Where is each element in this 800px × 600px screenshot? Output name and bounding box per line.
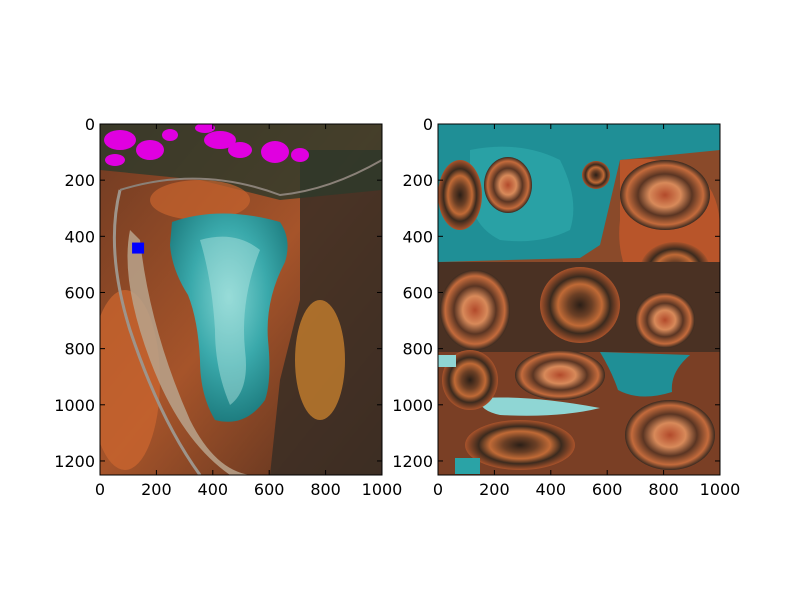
left-x-tick-label: 0 (95, 480, 105, 499)
left-x-tick-label: 600 (254, 480, 285, 499)
left-x-tick-label: 1000 (362, 480, 403, 499)
right-x-tick-label: 1000 (700, 480, 741, 499)
left-lake (170, 213, 288, 422)
magenta-cluster (261, 141, 289, 163)
right-x-tick-label: 200 (479, 480, 510, 499)
right-swirl (484, 157, 532, 213)
left-road (112, 189, 202, 475)
magenta-highlights (104, 124, 309, 166)
right-teal-lower (600, 352, 690, 397)
right-swirl (465, 420, 575, 470)
left-orange-foliage (150, 180, 250, 220)
right-x-tick-label: 800 (648, 480, 679, 499)
magenta-cluster (204, 131, 236, 149)
right-swirl (635, 292, 695, 348)
magenta-cluster (105, 154, 125, 166)
right-x-tick-label: 400 (536, 480, 567, 499)
right-swirl (438, 160, 482, 230)
right-y-tick-label: 1200 (392, 452, 433, 471)
right-x-tick-label: 0 (433, 480, 443, 499)
left-y-tick-label: 1200 (54, 452, 95, 471)
right-swirl (582, 161, 610, 189)
left-x-tick-label: 200 (141, 480, 172, 499)
right-y-tick-label: 800 (402, 340, 433, 359)
left-orange-foliage (295, 300, 345, 420)
right-image-panel (438, 124, 720, 475)
right-teal-small (455, 458, 480, 474)
right-swirl (620, 160, 710, 230)
right-swirl (440, 270, 510, 350)
left-y-tick-label: 600 (64, 283, 95, 302)
left-road-top (119, 159, 382, 197)
right-y-tick-label: 1000 (392, 396, 433, 415)
right-swirl (515, 350, 605, 400)
right-ice-lower (479, 397, 600, 416)
left-x-tick-label: 800 (310, 480, 341, 499)
left-dark-forest-top (100, 124, 382, 200)
left-y-tick-label: 400 (64, 227, 95, 246)
magenta-cluster (162, 129, 178, 141)
right-ice-left (438, 355, 456, 367)
right-y-tick-label: 0 (423, 115, 433, 134)
left-sand-shore (127, 230, 250, 475)
left-y-tick-label: 200 (64, 171, 95, 190)
left-lake-ice (200, 236, 260, 405)
right-swirl (625, 400, 715, 470)
blue-marker (132, 242, 145, 254)
magenta-cluster (136, 140, 164, 160)
magenta-cluster (291, 148, 309, 162)
right-x-tick-label: 600 (592, 480, 623, 499)
right-y-tick-label: 600 (402, 283, 433, 302)
right-axes-frame (437, 123, 721, 476)
right-y-tick-label: 400 (402, 227, 433, 246)
left-y-tick-label: 1000 (54, 396, 95, 415)
magenta-cluster (195, 124, 215, 133)
left-axes-frame (99, 123, 383, 476)
left-y-tick-label: 0 (85, 115, 95, 134)
left-y-tick-label: 800 (64, 340, 95, 359)
right-swirl (540, 267, 620, 343)
right-y-tick-label: 200 (402, 171, 433, 190)
magenta-cluster (228, 142, 252, 158)
left-image-panel (100, 124, 382, 475)
left-x-tick-label: 400 (198, 480, 229, 499)
magenta-cluster (104, 130, 136, 150)
